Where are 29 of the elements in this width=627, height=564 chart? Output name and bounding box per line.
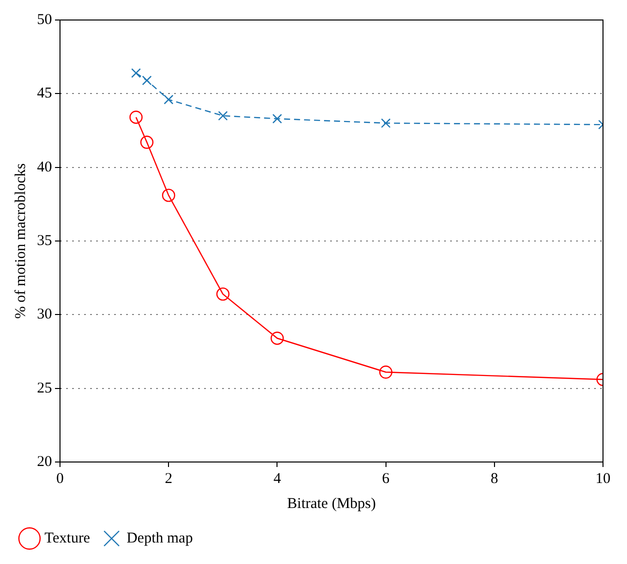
point <box>272 114 282 124</box>
y-tick-label: 20 <box>37 454 52 470</box>
x-tick-label: 10 <box>596 470 610 487</box>
point <box>379 366 392 379</box>
legend-label: Texture <box>44 530 90 546</box>
y-axis-title: % of motion macroblocks <box>12 163 29 319</box>
x-tick-label: 2 <box>164 470 172 487</box>
point <box>380 118 391 128</box>
y-tick-label: 35 <box>37 232 52 249</box>
point <box>142 76 152 86</box>
point <box>164 94 174 104</box>
point <box>140 136 154 149</box>
y-tick-label: 25 <box>37 380 52 396</box>
point <box>129 110 143 124</box>
point <box>216 287 230 301</box>
x-axis-title: Bitrate (Mbps) <box>287 496 376 512</box>
point <box>162 188 176 202</box>
y-tick-label: 30 <box>37 306 52 323</box>
x-tick-label: 0 <box>56 470 64 487</box>
point <box>218 110 228 121</box>
y-tick-label: 40 <box>37 159 52 176</box>
x-tick-label: 8 <box>490 470 498 487</box>
y-tick-label: 50 <box>37 12 52 28</box>
y-tick-label: 45 <box>37 86 52 102</box>
point <box>270 332 284 345</box>
x-tick-label: 4 <box>273 470 282 487</box>
x-tick-label: 6 <box>382 470 390 487</box>
point <box>131 68 141 78</box>
legend-label: Depth map <box>126 530 193 546</box>
